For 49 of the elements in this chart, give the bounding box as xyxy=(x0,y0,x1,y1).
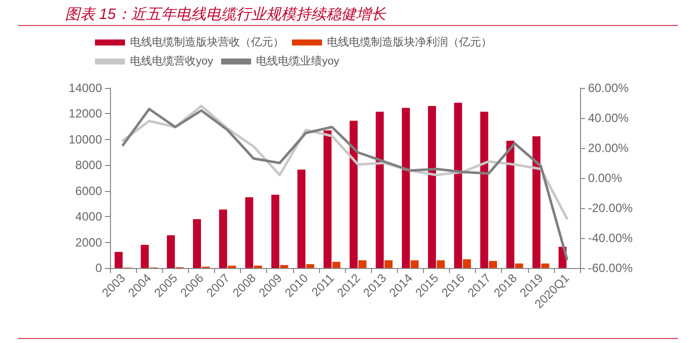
bar xyxy=(140,244,149,268)
bar xyxy=(515,264,524,268)
bar xyxy=(358,260,366,268)
bar xyxy=(192,219,201,268)
bar xyxy=(332,262,340,268)
y-tick-label: 6000 xyxy=(75,184,102,198)
bar xyxy=(506,140,514,268)
bar xyxy=(384,260,393,268)
bar xyxy=(376,112,384,268)
y-tick-label: 10000 xyxy=(68,132,102,146)
legend-label: 电线电缆业绩yoy xyxy=(256,54,340,68)
bar xyxy=(350,120,358,268)
bar xyxy=(410,260,419,268)
y2-tick-label: -20.00% xyxy=(588,201,634,215)
legend-label: 电线电缆制造版块净利润（亿元） xyxy=(327,36,492,48)
y-tick-label: 8000 xyxy=(75,158,102,172)
y2-tick-label: 20.00% xyxy=(588,141,630,155)
bar xyxy=(436,260,445,268)
bar xyxy=(428,106,436,268)
bar xyxy=(402,108,410,268)
bar xyxy=(324,130,332,268)
bar xyxy=(114,252,123,268)
y2-tick-label: -40.00% xyxy=(588,231,634,245)
y-tick-label: 4000 xyxy=(75,210,102,224)
bar xyxy=(166,235,175,268)
bar xyxy=(297,170,306,268)
bar xyxy=(245,197,254,268)
y2-tick-label: -60.00% xyxy=(588,261,634,275)
y-tick-label: 0 xyxy=(95,261,102,275)
bar xyxy=(219,210,228,268)
bar xyxy=(532,136,540,268)
y-tick-label: 2000 xyxy=(75,235,102,250)
y2-tick-label: 0.00% xyxy=(588,171,622,185)
line-series xyxy=(122,108,568,260)
y-tick-label: 14000 xyxy=(68,81,102,95)
y-tick-label: 12000 xyxy=(68,106,102,121)
bar xyxy=(462,259,471,268)
y2-tick-label: 40.00% xyxy=(588,111,630,125)
bar xyxy=(454,102,462,268)
legend-label: 电线电缆制造版块营收（亿元） xyxy=(130,36,284,48)
chart-title: 图表 15：近五年电线电缆行业规模持续稳健增长 xyxy=(65,6,387,23)
y2-tick-label: 60.00% xyxy=(588,81,630,95)
bar xyxy=(280,265,288,268)
bar xyxy=(306,264,314,268)
bar xyxy=(489,260,498,268)
bar xyxy=(480,112,488,268)
bar xyxy=(541,264,550,268)
legend-label: 电线电缆营收yoy xyxy=(130,54,214,68)
bar xyxy=(271,194,280,268)
